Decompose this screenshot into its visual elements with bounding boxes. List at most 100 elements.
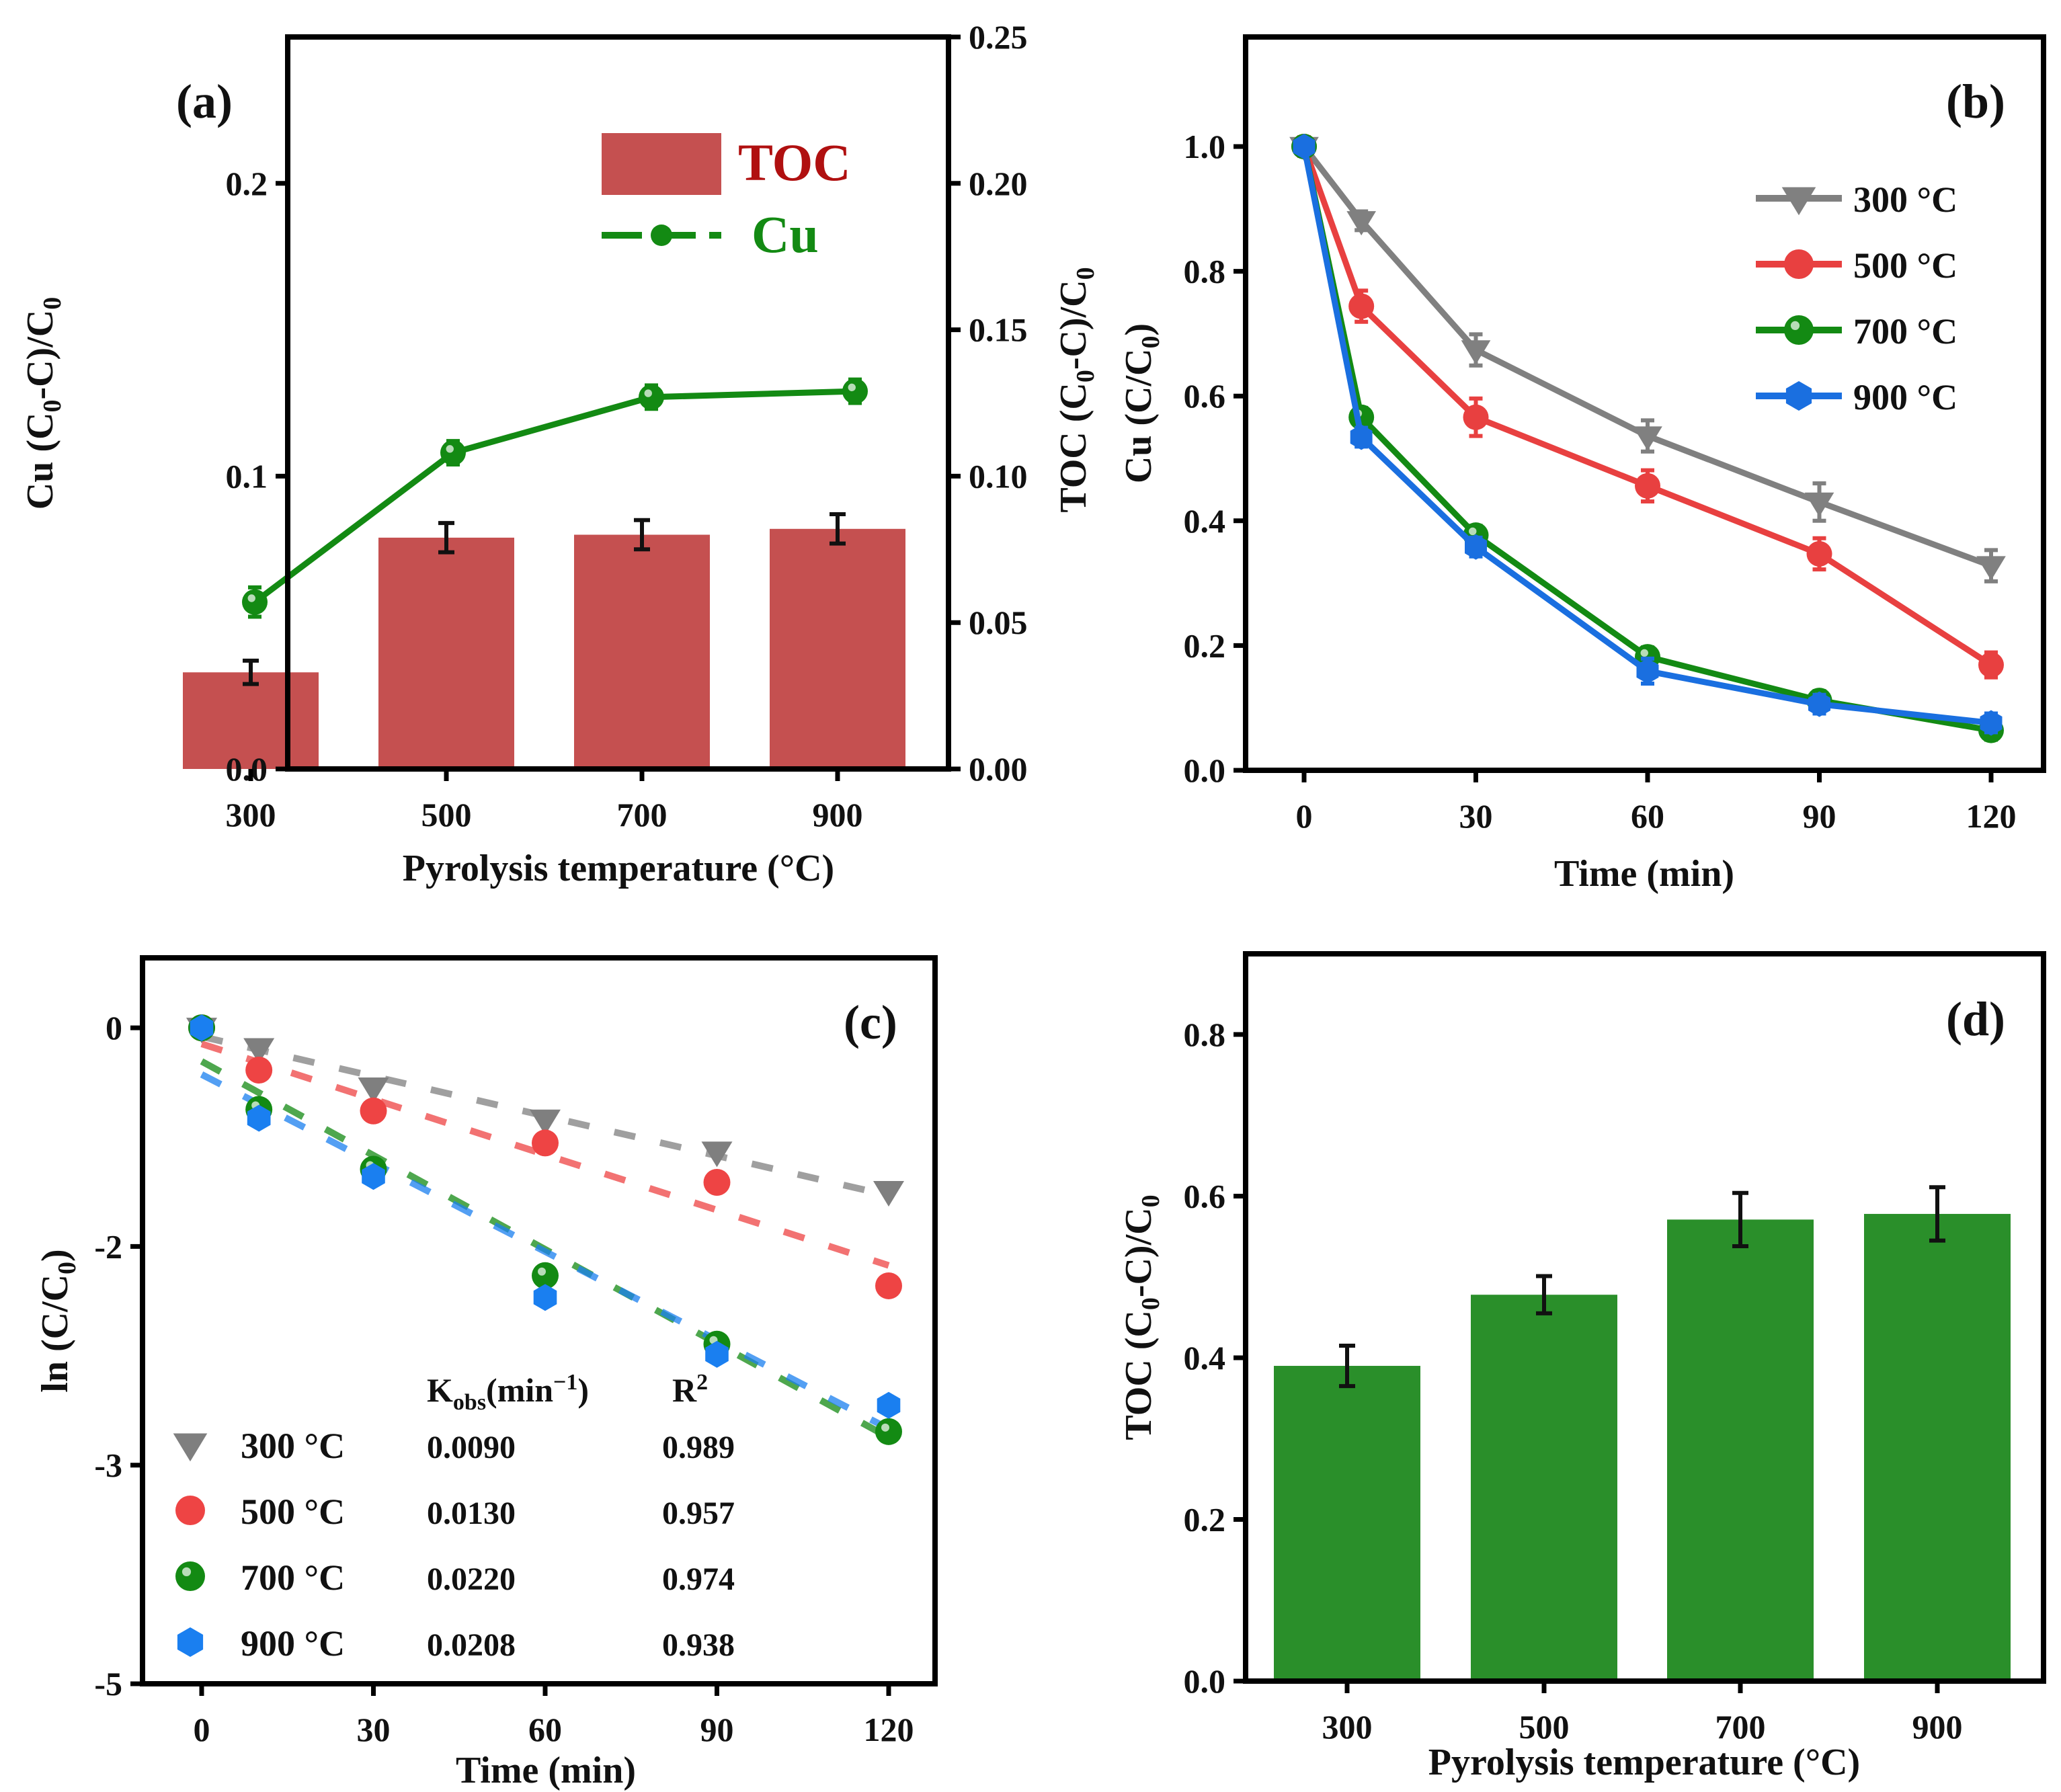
data-point-700 bbox=[532, 1262, 559, 1289]
toc-bar bbox=[378, 537, 514, 769]
toc-bar bbox=[1864, 1213, 2011, 1681]
r2-header: R2 bbox=[672, 1370, 708, 1409]
toc-bar bbox=[1274, 1366, 1420, 1681]
panel-a-right-axis-tick-label: 0.25 bbox=[969, 18, 1028, 56]
table-r2-value: 0.957 bbox=[662, 1496, 735, 1531]
data-point-900 bbox=[190, 1014, 214, 1042]
legend-marker bbox=[1781, 187, 1816, 216]
panel-d-y-axis-tick-label: 0.0 bbox=[1184, 1662, 1226, 1700]
panel-a-right-axis-tick-label: 0.20 bbox=[969, 165, 1028, 202]
cu-point-highlight bbox=[848, 383, 856, 392]
panel-c-kinetics-table: Kobs(min−1) R2 300 °C 0.0090 0.989 500 °C 0.… bbox=[173, 1370, 735, 1664]
data-point-500 bbox=[532, 1129, 559, 1157]
toc-bar bbox=[1667, 1219, 1814, 1681]
panel-c-y-axis-tick-label: 0 bbox=[106, 1009, 122, 1047]
data-point-700-highlight bbox=[538, 1267, 546, 1276]
data-point-900 bbox=[705, 1340, 729, 1368]
data-point-700-highlight bbox=[881, 1423, 889, 1432]
data-point-300 bbox=[1346, 211, 1377, 236]
panel-d-x-axis-tick-label: 900 bbox=[1912, 1708, 1963, 1746]
panel-a-ticks: 0.0 0.1 0.2 0.00 0.05 0.10 0.15 0.20 0.25 300 500 7… bbox=[226, 18, 1028, 833]
panel-a-x-axis-tick-label: 300 bbox=[226, 796, 276, 833]
series-line-900 bbox=[1301, 146, 1992, 726]
panel-a-right-axis-tick-label: 0.00 bbox=[969, 750, 1028, 788]
fit-line-900 bbox=[200, 1071, 891, 1432]
data-point-300 bbox=[701, 1141, 733, 1168]
table-kobs-value: 0.0208 bbox=[427, 1627, 516, 1663]
table-temp-label: 700 °C bbox=[241, 1557, 345, 1598]
cu-line bbox=[253, 388, 856, 605]
kobs-header: Kobs(min−1) bbox=[427, 1370, 589, 1415]
panel-c-x-axis-tick-label: 60 bbox=[528, 1711, 562, 1748]
panel-c-x-axis-tick-label: 120 bbox=[864, 1711, 914, 1748]
data-point-900 bbox=[1293, 134, 1316, 159]
data-point-500 bbox=[1348, 293, 1375, 319]
panel-a-right-axis-tick-label: 0.10 bbox=[969, 457, 1028, 495]
panel-d-x-axis-tick-label: 500 bbox=[1519, 1708, 1570, 1746]
panel-b-y-axis-tick-label: 1.0 bbox=[1184, 128, 1226, 165]
table-marker bbox=[175, 1561, 205, 1591]
table-kobs-value: 0.0130 bbox=[427, 1496, 516, 1531]
table-kobs-value: 0.0090 bbox=[427, 1430, 516, 1465]
panel-c: 0 -2 -3 -5 0 30 60 90 120 (c) Kobs(min−1) R2 300… bbox=[34, 955, 938, 1791]
panel-c-axes bbox=[140, 955, 938, 1686]
panel-b-xlabel: Time (min) bbox=[1554, 853, 1734, 895]
data-point-900 bbox=[533, 1284, 557, 1311]
panel-a-legend: TOC Cu bbox=[602, 133, 851, 263]
cu-point-highlight bbox=[644, 389, 652, 397]
panel-b-legend: 300 °C 500 °C 700 °C 900 °C bbox=[1756, 179, 1957, 417]
panel-b-y-axis-tick-label: 0.6 bbox=[1184, 377, 1226, 415]
data-point-300 bbox=[243, 1038, 275, 1064]
panel-b-y-axis-tick-label: 0.0 bbox=[1184, 751, 1226, 789]
series-line-300 bbox=[1301, 145, 1992, 569]
panel-b-x-axis-tick-label: 90 bbox=[1803, 797, 1836, 835]
panel-d-y-axis-tick-label: 0.6 bbox=[1184, 1178, 1226, 1215]
panel-a-ylabel-left: Cu (C0-C)/C0 bbox=[19, 297, 67, 510]
panel-b-x-axis-tick-label: 60 bbox=[1631, 797, 1664, 835]
series-line-500 bbox=[1301, 145, 1993, 667]
panel-c-x-axis-tick-label: 30 bbox=[357, 1711, 391, 1748]
panel-d-label: (d) bbox=[1946, 992, 2005, 1046]
legend-marker bbox=[1784, 249, 1814, 279]
panel-a-xlabel: Pyrolysis temperature (°C) bbox=[403, 848, 834, 889]
data-point-900 bbox=[1808, 691, 1830, 717]
panel-a-left-axis-tick-label: 0.1 bbox=[226, 457, 268, 495]
cu-point bbox=[639, 384, 664, 410]
legend-label: 300 °C bbox=[1853, 179, 1957, 220]
data-point-700-highlight bbox=[1640, 649, 1648, 657]
panel-b-y-axis-tick-label: 0.2 bbox=[1184, 626, 1226, 664]
table-marker bbox=[177, 1627, 204, 1657]
data-point-900 bbox=[1980, 710, 2003, 736]
panel-b-y-axis-tick-label: 0.8 bbox=[1184, 253, 1226, 290]
table-r2-value: 0.938 bbox=[662, 1627, 735, 1663]
panel-c-y-axis-tick-label: -5 bbox=[94, 1665, 122, 1703]
table-temp-label: 300 °C bbox=[241, 1426, 345, 1466]
cu-point-highlight bbox=[247, 594, 255, 602]
table-temp-label: 500 °C bbox=[241, 1492, 345, 1532]
legend-swatch-toc bbox=[602, 133, 721, 195]
data-point-300 bbox=[873, 1180, 904, 1207]
data-point-700-highlight bbox=[1469, 527, 1477, 536]
panel-c-xlabel: Time (min) bbox=[456, 1750, 636, 1791]
data-point-500 bbox=[875, 1272, 902, 1299]
data-point-900 bbox=[1465, 534, 1487, 560]
panel-c-ticks: 0 -2 -3 -5 0 30 60 90 120 bbox=[94, 1009, 914, 1748]
legend-marker bbox=[1785, 381, 1812, 411]
panel-a-right-axis-tick-label: 0.15 bbox=[969, 311, 1028, 349]
panel-a-right-axis-tick-label: 0.05 bbox=[969, 604, 1028, 641]
data-point-500 bbox=[1806, 540, 1832, 567]
panel-a-ylabel-right: TOC (C0-C)/C0 bbox=[1053, 267, 1100, 512]
legend-label: 900 °C bbox=[1853, 377, 1957, 417]
panel-b-label: (b) bbox=[1946, 75, 2005, 128]
legend-label-toc: TOC bbox=[738, 133, 851, 192]
panel-b-x-axis-tick-label: 120 bbox=[1966, 797, 2017, 835]
data-point-900 bbox=[877, 1391, 901, 1419]
data-point-500 bbox=[360, 1097, 387, 1125]
data-point-700 bbox=[875, 1418, 902, 1445]
panel-c-x-axis-tick-label: 90 bbox=[700, 1711, 734, 1748]
data-point-900 bbox=[1636, 658, 1659, 684]
toc-bar bbox=[574, 534, 710, 769]
cu-point bbox=[440, 440, 466, 466]
table-temp-label: 900 °C bbox=[241, 1623, 345, 1664]
